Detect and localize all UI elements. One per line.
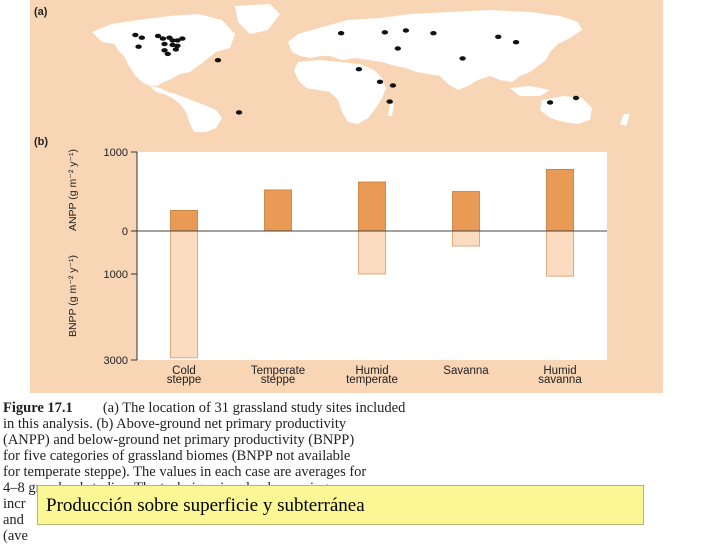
caption-line-1: Figure 17.1 (a) The location of 31 grassl…	[3, 400, 406, 416]
panel-b-label: (b)	[34, 136, 49, 148]
anpp-bar-1	[170, 210, 198, 232]
world-map	[92, 4, 630, 132]
study-site-marker-20	[402, 28, 410, 33]
y-tick-label-lower-3000: 3000	[104, 355, 128, 367]
study-site-marker-22	[495, 34, 502, 39]
study-site-marker-25	[394, 46, 401, 51]
bnpp-bar-4	[452, 230, 480, 247]
study-site-marker-30	[546, 100, 554, 105]
anpp-bar-4	[452, 191, 480, 232]
bnpp-bar-1	[170, 230, 198, 359]
study-site-marker-16	[214, 58, 222, 63]
caption-line-7: incr	[3, 496, 26, 512]
y-tick-label-upper-1000: 1000	[104, 147, 128, 159]
lower-axis-title: BNPP (g m⁻² y⁻¹)	[67, 255, 79, 337]
bnpp-bar-5	[546, 230, 574, 277]
greenland	[235, 4, 280, 34]
study-site-marker-26	[355, 67, 363, 72]
eurasia-landmass	[288, 10, 582, 90]
study-site-marker-21	[430, 31, 437, 36]
category-label-5-2: savanna	[538, 374, 582, 386]
study-site-marker-14	[172, 47, 180, 52]
madagascar	[388, 104, 394, 116]
category-label-2-1: Temperate	[251, 365, 305, 377]
south-america-landmass	[150, 86, 222, 132]
anpp-bar-3	[358, 181, 386, 232]
study-site-marker-24	[459, 56, 466, 61]
africa-landmass	[294, 60, 386, 124]
category-label-5-1: Humid	[543, 365, 576, 377]
study-site-marker-13	[161, 48, 168, 53]
category-label-1-2: steppe	[167, 374, 202, 386]
study-site-marker-11	[174, 43, 181, 48]
caption-line-2: in this analysis. (b) Above-ground net p…	[3, 416, 347, 432]
caption-line-5: for temperate steppe). The values in eac…	[3, 464, 367, 480]
study-site-marker-27	[376, 79, 384, 85]
anpp-bar-2	[264, 189, 292, 232]
study-site-marker-2	[138, 35, 146, 40]
panel-a-label: (a)	[34, 6, 48, 18]
slide-title-text: Producción sobre superficie y subterráne…	[46, 495, 365, 516]
productivity-bar-chart: ColdsteppeTemperatesteppeHumidtemperateS…	[67, 147, 607, 386]
category-label-4-1: Savanna	[443, 365, 489, 377]
new-zealand	[620, 114, 630, 126]
study-site-marker-19	[381, 30, 389, 35]
category-label-3-1: Humid	[355, 365, 388, 377]
study-site-marker-12	[135, 44, 142, 49]
caption-line-9: (ave	[3, 528, 28, 544]
bnpp-bar-3	[358, 230, 386, 275]
slide-title-box: Producción sobre superficie y subterráne…	[37, 485, 644, 525]
study-site-marker-10	[169, 42, 176, 48]
category-label-2-2: steppe	[261, 374, 296, 386]
figure-number: Figure 17.1	[3, 400, 73, 416]
study-site-marker-29	[386, 99, 393, 104]
study-site-marker-31	[572, 95, 580, 101]
study-site-marker-7	[174, 38, 181, 43]
caption-line-3: (ANPP) and below-ground net primary prod…	[3, 432, 355, 448]
study-site-marker-8	[179, 36, 186, 41]
study-site-marker-1	[132, 32, 139, 38]
study-site-marker-23	[512, 40, 520, 45]
category-label-1-1: Cold	[172, 365, 196, 377]
study-site-marker-3	[154, 33, 162, 39]
southeast-asia-islands	[510, 86, 550, 96]
study-site-marker-28	[389, 83, 397, 88]
y-tick-label-zero: 0	[122, 226, 128, 238]
category-label-3-2: temperate	[346, 374, 398, 386]
study-site-marker-18	[337, 31, 345, 36]
study-site-marker-6	[169, 38, 176, 43]
study-site-marker-17	[235, 110, 243, 115]
study-site-markers	[132, 28, 580, 115]
caption-line-8: and	[3, 512, 24, 528]
study-site-marker-4	[159, 36, 167, 41]
y-tick-label-lower-1000: 1000	[104, 269, 128, 281]
study-site-marker-9	[161, 41, 168, 47]
caption-line-4: for five categories of grassland biomes …	[3, 448, 351, 464]
figure-panel: (a) (b) Cold steppe Temperate steppe Humid te…	[30, 0, 663, 393]
anpp-bar-5	[546, 168, 574, 232]
study-site-marker-15	[164, 51, 171, 57]
upper-axis-title: ANPP (g m⁻² y⁻¹)	[67, 149, 79, 231]
